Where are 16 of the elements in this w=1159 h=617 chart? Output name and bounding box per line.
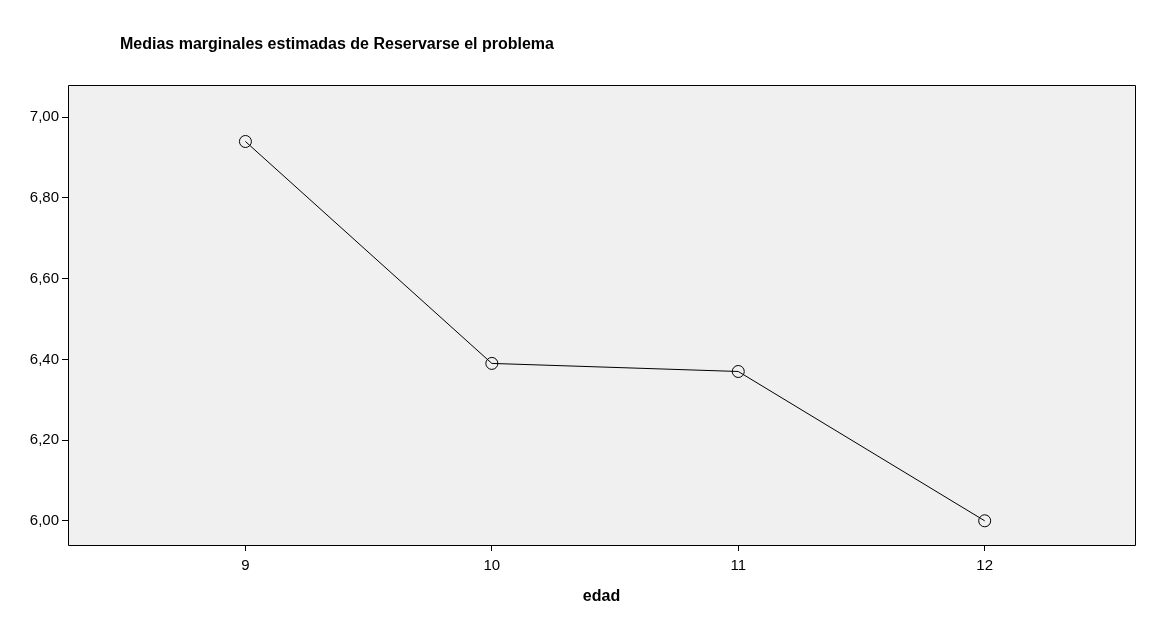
point xyxy=(238,134,252,148)
point xyxy=(978,514,992,528)
y-tick-label: 6,60 xyxy=(29,268,59,286)
x-tick-label: 11 xyxy=(730,556,747,574)
y-tick-label: 6,20 xyxy=(29,430,59,448)
x-tick-label: 9 xyxy=(241,556,250,574)
x-tick-label: 10 xyxy=(483,556,501,574)
y-tick-label: 6,40 xyxy=(29,349,59,367)
x-tick-label: 12 xyxy=(976,556,994,574)
point xyxy=(485,356,499,370)
y-tick-label: 6,80 xyxy=(29,188,59,206)
y-tick-label: 7,00 xyxy=(29,107,59,125)
y-tick-label: 6,00 xyxy=(29,510,59,528)
chart-title: Medias marginales estimadas de Reservarse el problema xyxy=(120,35,555,53)
point xyxy=(731,364,745,378)
x-axis-title: edad xyxy=(582,587,621,605)
